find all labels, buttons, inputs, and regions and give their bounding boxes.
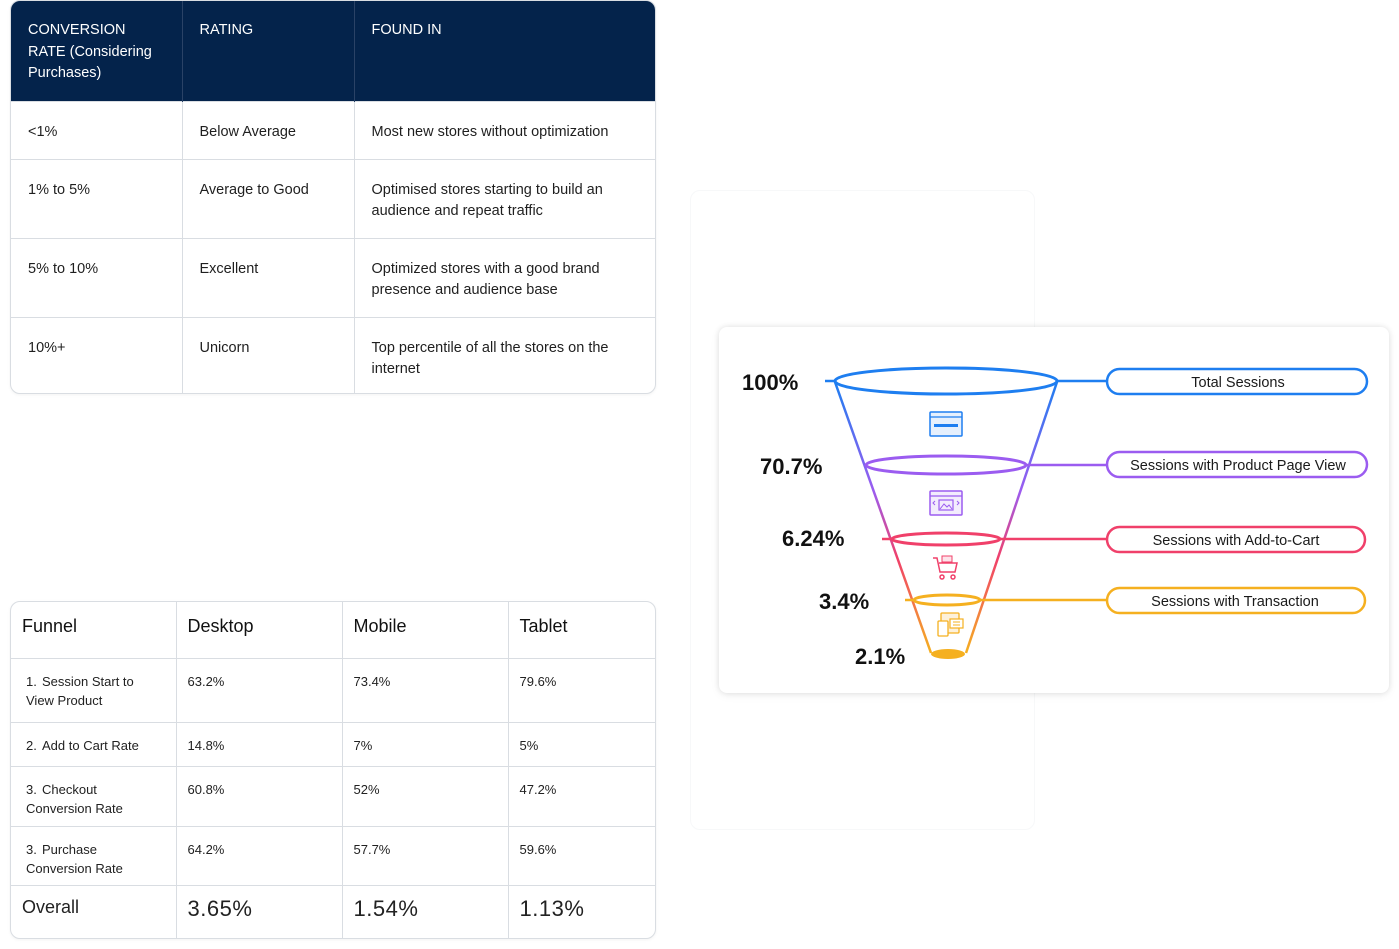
- overall-label: Overall: [11, 884, 177, 938]
- stage-pill-product-view: [1105, 450, 1369, 479]
- rating-cell: Below Average: [182, 100, 355, 159]
- table-header-row: CONVERSION RATE (Considering Purchases) …: [11, 1, 655, 101]
- desktop-cell: 14.8%: [176, 721, 343, 766]
- funnel-step-cell: 3. Purchase Conversion Rate: [11, 825, 177, 885]
- header-found-in: FOUND IN: [354, 1, 655, 101]
- stage-pct-add-to-cart: 6.24%: [782, 526, 844, 551]
- table-row: 3. Checkout Conversion Rate 60.8% 52% 47.…: [11, 765, 655, 826]
- stage-ellipse-product-view: [864, 454, 1028, 476]
- stage-pill-total-sessions: [1105, 367, 1369, 396]
- step-number: 1.: [26, 673, 37, 689]
- found-in-cell: Top percentile of all the stores on the …: [354, 316, 655, 393]
- table-row: 1% to 5% Average to Good Optimised store…: [11, 158, 655, 238]
- found-in-cell: Most new stores without optimization: [354, 100, 655, 159]
- step-label: Purchase Conversion Rate: [26, 841, 123, 877]
- funnel-step-cell: 3. Checkout Conversion Rate: [11, 765, 177, 826]
- desktop-cell: 64.2%: [176, 825, 343, 885]
- stage-ellipse-add-to-cart: [890, 531, 1002, 547]
- browser-window-icon: [929, 411, 963, 437]
- shopping-cart-icon: [933, 555, 958, 580]
- rate-cell: 1% to 5%: [11, 158, 183, 238]
- table-row: 5% to 10% Excellent Optimized stores wit…: [11, 237, 655, 317]
- funnel-bottom-cap: [931, 649, 965, 659]
- funnel-right-edge: [964, 381, 1059, 654]
- header-tablet: Tablet: [519, 616, 568, 636]
- funnel-step-cell: 2. Add to Cart Rate: [11, 721, 177, 766]
- table-row: 2. Add to Cart Rate 14.8% 7% 5%: [11, 721, 655, 766]
- table-header-row: Funnel Desktop Mobile Tablet: [11, 602, 655, 658]
- step-label: Add to Cart Rate: [42, 737, 139, 753]
- stage-label-total-sessions: Total Sessions: [1191, 375, 1285, 391]
- rate-cell: 5% to 10%: [11, 237, 183, 317]
- tablet-cell: 5%: [508, 721, 655, 766]
- devices-icon: [937, 612, 964, 637]
- stage-pct-product-view: 70.7%: [760, 454, 822, 479]
- table-row: 10%+ Unicorn Top percentile of all the s…: [11, 316, 655, 393]
- step-label: Checkout Conversion Rate: [26, 781, 123, 817]
- overall-desktop: 3.65%: [176, 884, 343, 938]
- stage-pct-total-sessions: 100%: [742, 370, 798, 395]
- funnel-step-cell: 1. Session Start to View Product: [11, 657, 177, 722]
- header-conversion-rate: CONVERSION RATE (Considering Purchases): [11, 1, 183, 101]
- funnel-diagram: Total Sessions Sessions with Product Pag…: [742, 366, 1369, 669]
- stage-ellipse-transaction: [912, 593, 982, 607]
- table-row: 3. Purchase Conversion Rate 64.2% 57.7% 5…: [11, 825, 655, 885]
- mobile-cell: 7%: [342, 721, 509, 766]
- header-funnel: Funnel: [11, 602, 177, 658]
- stage-label-add-to-cart: Sessions with Add-to-Cart: [1153, 533, 1320, 549]
- overall-tablet: 1.13%: [508, 884, 655, 938]
- header-desktop: Desktop: [176, 602, 343, 658]
- mobile-cell: 52%: [342, 765, 509, 826]
- tablet-cell: 59.6%: [508, 825, 655, 885]
- tablet-cell: 47.2%: [508, 765, 655, 826]
- header-rating: RATING: [182, 1, 355, 101]
- overall-row: Overall 3.65% 1.54% 1.13%: [11, 884, 655, 938]
- step-number: 3.: [26, 781, 37, 797]
- stage-pill-transaction: [1105, 586, 1367, 615]
- desktop-cell: 60.8%: [176, 765, 343, 826]
- rating-cell: Unicorn: [182, 316, 355, 393]
- desktop-cell: 63.2%: [176, 657, 343, 722]
- stage-label-transaction: Sessions with Transaction: [1151, 594, 1319, 610]
- stage-label-product-view: Sessions with Product Page View: [1130, 458, 1346, 474]
- found-in-cell: Optimised stores starting to build an au…: [354, 158, 655, 238]
- header-mobile: Mobile: [342, 602, 509, 658]
- rate-cell: 10%+: [11, 316, 183, 393]
- conversion-rate-table: CONVERSION RATE (Considering Purchases) …: [10, 0, 656, 394]
- mobile-cell: 57.7%: [342, 825, 509, 885]
- funnel-diagram-card: Total Sessions Sessions with Product Pag…: [719, 327, 1389, 693]
- rating-cell: Average to Good: [182, 158, 355, 238]
- tablet-cell: 79.6%: [508, 657, 655, 722]
- funnel-device-table: Funnel Desktop Mobile Tablet 1. Session S…: [10, 601, 656, 939]
- table-row: <1% Below Average Most new stores withou…: [11, 100, 655, 159]
- step-number: 3.: [26, 841, 37, 857]
- image-gallery-icon: [929, 490, 963, 516]
- table-row: 1. Session Start to View Product 63.2% 73…: [11, 657, 655, 722]
- stage-pill-add-to-cart: [1105, 525, 1367, 554]
- step-label: Session Start to View Product: [26, 673, 134, 709]
- rate-cell: <1%: [11, 100, 183, 159]
- found-in-cell: Optimized stores with a good brand prese…: [354, 237, 655, 317]
- rating-cell: Excellent: [182, 237, 355, 317]
- mobile-cell: 73.4%: [342, 657, 509, 722]
- stage-pct-transaction: 3.4%: [819, 589, 869, 614]
- funnel-left-edge: [833, 381, 933, 654]
- final-pct: 2.1%: [855, 644, 905, 669]
- step-number: 2.: [26, 737, 37, 753]
- overall-mobile: 1.54%: [342, 884, 509, 938]
- stage-ellipse-total-sessions: [833, 366, 1059, 396]
